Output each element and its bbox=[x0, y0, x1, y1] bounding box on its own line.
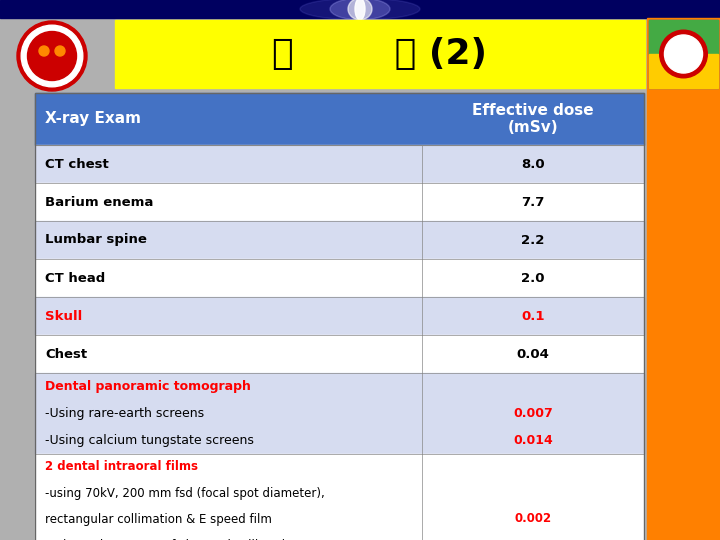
Text: 8.0: 8.0 bbox=[521, 158, 544, 171]
Text: -Using rare-earth screens: -Using rare-earth screens bbox=[45, 407, 204, 420]
Text: 0.014: 0.014 bbox=[513, 434, 553, 447]
Bar bbox=[35, 259, 644, 297]
Text: 2 dental intraoral films: 2 dental intraoral films bbox=[45, 461, 198, 474]
Text: 2.0: 2.0 bbox=[521, 272, 544, 285]
Text: 0.1: 0.1 bbox=[521, 309, 544, 322]
Ellipse shape bbox=[330, 0, 390, 20]
Text: 2.2: 2.2 bbox=[521, 233, 544, 246]
Bar bbox=[115, 20, 645, 88]
Text: 結        論 (2): 結 論 (2) bbox=[272, 37, 487, 71]
Ellipse shape bbox=[300, 0, 420, 20]
Bar bbox=[35, 93, 644, 145]
Bar bbox=[649, 20, 718, 88]
Circle shape bbox=[27, 31, 76, 80]
Bar bbox=[35, 183, 644, 221]
Text: 0.002: 0.002 bbox=[514, 512, 552, 525]
Text: -using 50kV, 100mm fsd, round collimation & D: -using 50kV, 100mm fsd, round collimatio… bbox=[45, 538, 325, 540]
Text: 0.007: 0.007 bbox=[513, 407, 553, 420]
Bar bbox=[649, 54, 718, 88]
Bar bbox=[35, 335, 644, 373]
Text: 0.04: 0.04 bbox=[516, 348, 549, 361]
Text: Dental panoramic tomograph: Dental panoramic tomograph bbox=[45, 380, 251, 393]
Bar bbox=[35, 454, 644, 540]
Circle shape bbox=[21, 25, 83, 87]
Text: Effective dose
(mSv): Effective dose (mSv) bbox=[472, 103, 594, 135]
Bar bbox=[647, 18, 720, 540]
Circle shape bbox=[660, 30, 707, 78]
Bar bbox=[35, 297, 644, 335]
Circle shape bbox=[665, 35, 703, 73]
Text: 7.7: 7.7 bbox=[521, 195, 544, 208]
Text: X-ray Exam: X-ray Exam bbox=[45, 111, 141, 126]
Text: Lumbar spine: Lumbar spine bbox=[45, 233, 147, 246]
Ellipse shape bbox=[348, 0, 372, 20]
Bar bbox=[649, 20, 718, 54]
Circle shape bbox=[55, 46, 65, 56]
Text: Barium enema: Barium enema bbox=[45, 195, 153, 208]
Text: CT head: CT head bbox=[45, 272, 105, 285]
Bar bbox=[35, 373, 644, 454]
Bar bbox=[35, 221, 644, 259]
Text: Chest: Chest bbox=[45, 348, 87, 361]
Bar bbox=[35, 145, 644, 183]
Circle shape bbox=[39, 46, 49, 56]
Bar bbox=[35, 93, 644, 540]
Ellipse shape bbox=[355, 0, 365, 20]
Circle shape bbox=[17, 21, 87, 91]
Bar bbox=[0, 0, 720, 18]
Text: -Using calcium tungstate screens: -Using calcium tungstate screens bbox=[45, 434, 254, 447]
Text: -using 70kV, 200 mm fsd (focal spot diameter),: -using 70kV, 200 mm fsd (focal spot diam… bbox=[45, 487, 325, 500]
Text: rectangular collimation & E speed film: rectangular collimation & E speed film bbox=[45, 512, 272, 525]
Text: CT chest: CT chest bbox=[45, 158, 109, 171]
Text: Skull: Skull bbox=[45, 309, 82, 322]
